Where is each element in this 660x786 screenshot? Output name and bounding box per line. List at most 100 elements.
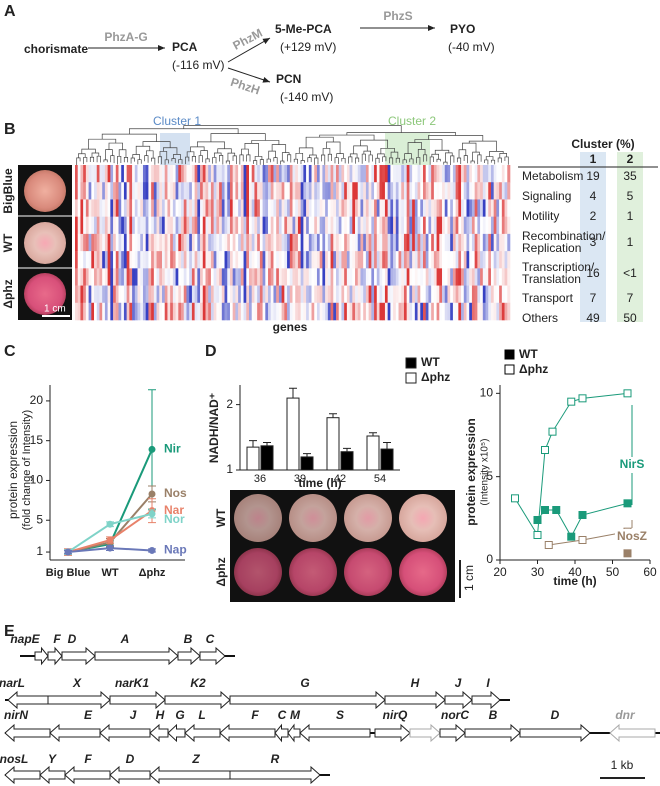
heatmap-cell (417, 165, 421, 183)
heatmap-cell (88, 285, 92, 304)
heatmap-cell (297, 233, 301, 252)
heatmap-cell (480, 216, 484, 235)
heatmap-cell (175, 199, 179, 217)
heatmap-cell (281, 251, 285, 269)
heatmap-cell (439, 302, 443, 321)
heatmap-cell (110, 216, 114, 235)
heatmap-cell (444, 251, 448, 269)
heatmap-cell (423, 268, 427, 286)
heatmap-cell (216, 233, 220, 252)
heatmap-cell (96, 302, 100, 321)
panel-label: C (4, 343, 16, 360)
heatmap-cell (183, 199, 187, 217)
heatmap-cell (235, 302, 239, 321)
x-tick-label: 20 (493, 565, 507, 579)
scale-label: 1 cm (462, 565, 476, 591)
heatmap-cell (474, 285, 478, 304)
heatmap-cell (232, 268, 236, 286)
heatmap-cell (425, 285, 429, 304)
heatmap-cell (466, 268, 470, 286)
heatmap-cell (243, 165, 247, 183)
heatmap-cell (123, 199, 127, 217)
heatmap-cell (325, 165, 329, 183)
column-shade (580, 152, 606, 322)
heatmap-cell (322, 302, 326, 321)
heatmap-cell (104, 233, 108, 252)
heatmap-cell (499, 251, 503, 269)
panel-label: E (4, 623, 15, 640)
heatmap-cell (371, 268, 375, 286)
heatmap-cell (243, 233, 247, 252)
dendrogram-branch (232, 155, 237, 165)
heatmap-cell (414, 165, 418, 183)
heatmap-cell (170, 216, 174, 235)
heatmap-cell (213, 268, 217, 286)
heatmap-cell (254, 285, 258, 304)
heatmap-cell (83, 251, 87, 269)
dendrogram-branch (254, 156, 263, 161)
heatmap-cell (423, 233, 427, 252)
heatmap-cell (387, 285, 391, 304)
heatmap-cell (162, 251, 166, 269)
heatmap-cell (251, 199, 255, 217)
heatmap-cell (414, 199, 418, 217)
heatmap-cell (210, 251, 214, 269)
heatmap-cell (376, 165, 380, 183)
colony (289, 548, 337, 596)
heatmap-cell (289, 302, 293, 321)
heatmap-cell (319, 233, 323, 252)
heatmap-cell (417, 268, 421, 286)
heatmap-cell (238, 302, 242, 321)
heatmap-cell (175, 251, 179, 269)
heatmap-cell (91, 199, 95, 217)
heatmap-cell (469, 165, 473, 183)
heatmap-cell (270, 285, 274, 304)
heatmap-cell (414, 216, 418, 235)
heatmap-cell (243, 268, 247, 286)
heatmap-cell (132, 285, 136, 304)
heatmap-cell (292, 165, 296, 183)
heatmap-cell (240, 251, 244, 269)
heatmap-cell (382, 165, 386, 183)
error-bar (329, 413, 337, 418)
heatmap-cell (336, 199, 340, 217)
heatmap-cell (210, 302, 214, 321)
heatmap-cell (455, 251, 459, 269)
node-note: (+129 mV) (280, 40, 336, 54)
heatmap-cell (390, 251, 394, 269)
heatmap-cell (338, 199, 342, 217)
heatmap-cell (104, 199, 108, 217)
heatmap-cell (134, 199, 138, 217)
heatmap-cell (433, 268, 437, 286)
heatmap-cell (170, 285, 174, 304)
dendrogram-branch (117, 155, 122, 165)
heatmap-cell (423, 182, 427, 200)
dendrogram-branch (146, 150, 154, 159)
heatmap-cell (170, 268, 174, 286)
heatmap-cell (390, 216, 394, 235)
heatmap-cell (338, 302, 342, 321)
dendrogram-branch (309, 154, 317, 158)
heatmap-cell (461, 165, 465, 183)
heatmap-cell (485, 268, 489, 286)
heatmap-cell (431, 251, 435, 269)
heatmap-cell (162, 165, 166, 183)
heatmap-cell (398, 199, 402, 217)
heatmap-cell (251, 233, 255, 252)
dendrogram-branch (377, 153, 385, 159)
heatmap-cell (466, 285, 470, 304)
gene-arrow (409, 723, 441, 743)
heatmap-cell (452, 199, 456, 217)
heatmap-cell (164, 233, 168, 252)
heatmap-cell (444, 233, 448, 252)
heatmap-cell (316, 302, 320, 321)
heatmap-cell (164, 199, 168, 217)
heatmap-cell (240, 165, 244, 183)
heatmap-cell (409, 199, 413, 217)
heatmap-cell (303, 251, 307, 269)
heatmap-cell (107, 216, 111, 235)
heatmap-cell (216, 216, 220, 235)
heatmap-cell (227, 182, 231, 200)
heatmap-cell (145, 165, 149, 183)
heatmap-cell (172, 302, 176, 321)
